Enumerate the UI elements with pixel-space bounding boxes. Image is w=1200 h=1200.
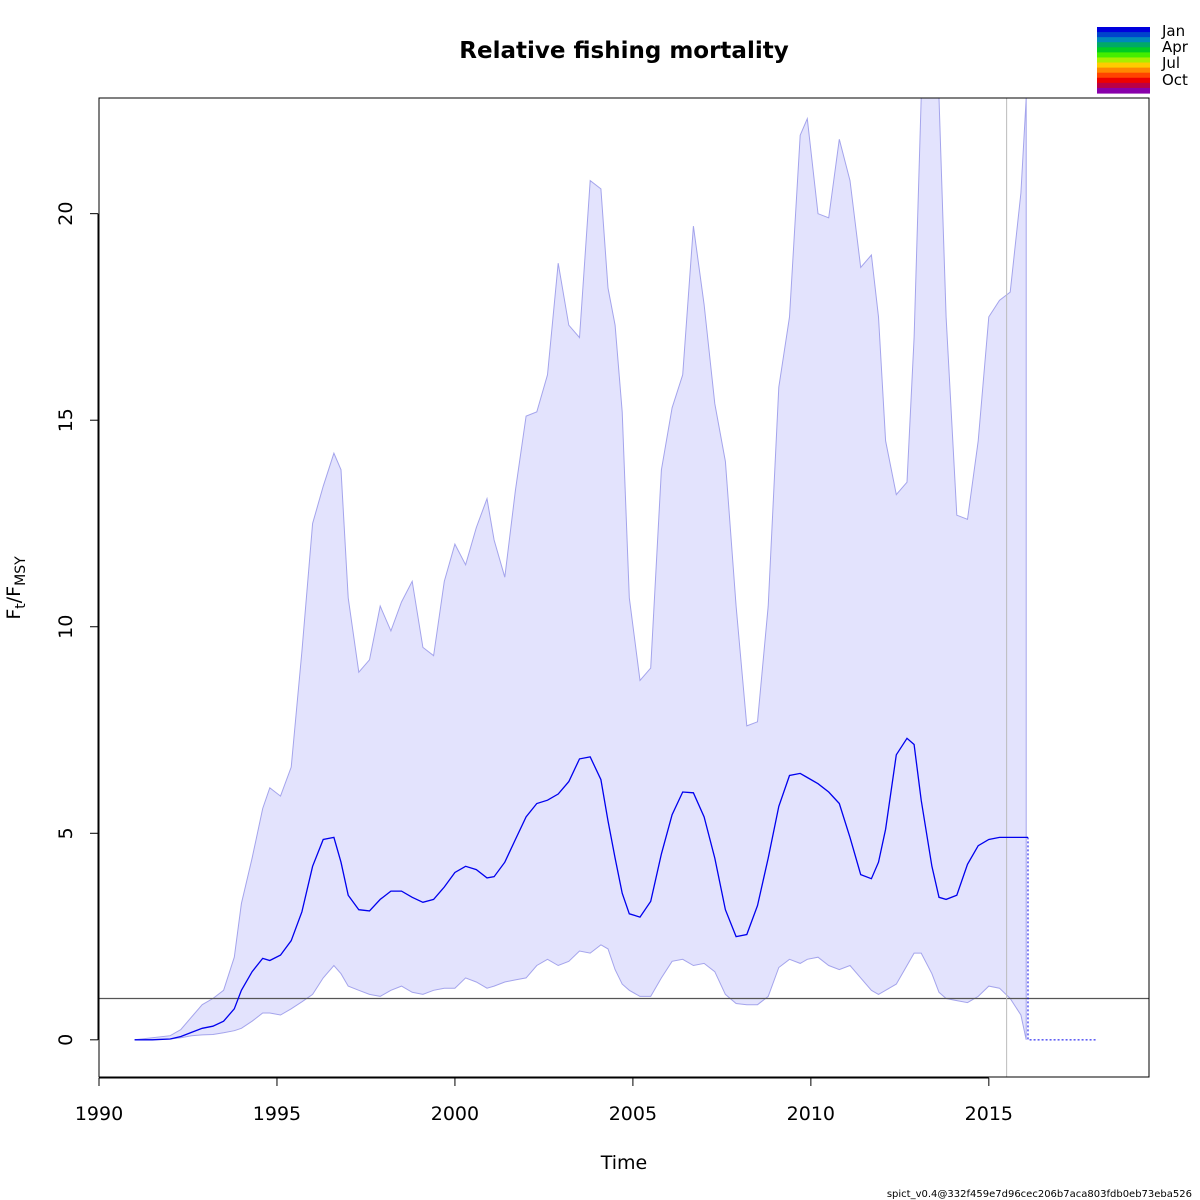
y-tick-label: 5 <box>55 827 77 839</box>
legend-swatch <box>1097 42 1150 48</box>
chart-title: Relative fishing mortality <box>459 38 788 64</box>
legend-swatch <box>1097 32 1150 38</box>
legend-swatch <box>1097 62 1150 69</box>
x-tick-label: 2005 <box>609 1103 657 1125</box>
legend-swatch <box>1097 47 1150 53</box>
legend-swatch <box>1097 67 1150 74</box>
footer-text: spict_v0.4@332f459e7d96cec206b7aca803fdb… <box>887 1189 1192 1200</box>
plot-frame <box>98 97 1150 1078</box>
y-tick-label: 10 <box>55 615 77 639</box>
legend-swatch <box>1097 57 1150 64</box>
x-tick-label: 2000 <box>431 1103 479 1125</box>
x-axis: 1990 1995 2000 2005 2010 2015 <box>75 1077 1013 1125</box>
y-label-sub2: MSY <box>13 556 29 586</box>
y-tick-label: 20 <box>55 202 77 226</box>
legend-swatch <box>1097 72 1150 79</box>
x-tick-label: 1995 <box>253 1103 301 1125</box>
legend-swatch <box>1097 77 1150 84</box>
y-label-sep: /F <box>3 586 25 603</box>
x-tick-label: 1990 <box>75 1103 123 1125</box>
y-tick-label: 15 <box>55 408 77 432</box>
forecast-line <box>1027 837 1096 1041</box>
x-tick-label: 2010 <box>787 1103 835 1125</box>
estimate-line <box>134 737 1028 1041</box>
x-tick-label: 2015 <box>965 1103 1013 1125</box>
legend-label: Jan <box>1161 22 1185 40</box>
confidence-band <box>134 98 1027 1041</box>
legend-label: Oct <box>1162 71 1188 89</box>
x-axis-label: Time <box>600 1152 648 1174</box>
legend-swatch <box>1097 37 1150 43</box>
legend-swatch <box>1097 87 1150 94</box>
legend-label: Apr <box>1162 38 1189 56</box>
y-axis-label: Ft/FMSY <box>3 556 29 620</box>
y-label-sub1: t <box>13 603 29 609</box>
legend-swatch <box>1097 82 1150 89</box>
legend-label: Jul <box>1161 54 1180 72</box>
y-axis: 0 5 10 15 20 <box>55 202 99 1046</box>
legend-swatch <box>1097 52 1150 59</box>
legend-swatch <box>1097 27 1150 33</box>
y-label-main: F <box>3 609 25 620</box>
y-tick-label: 0 <box>55 1034 77 1046</box>
